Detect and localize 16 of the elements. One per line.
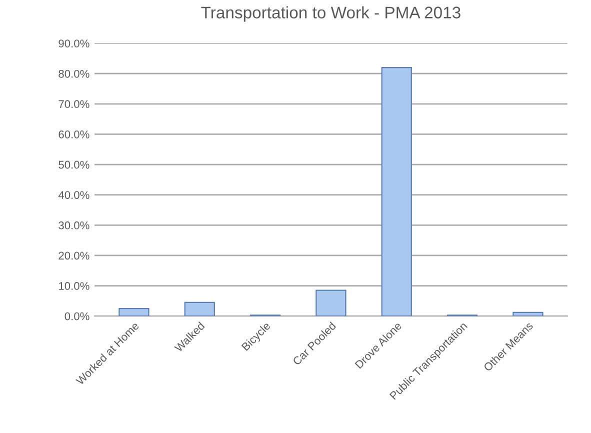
y-tick-label: 80.0%	[58, 70, 90, 78]
bar	[184, 302, 215, 316]
bar	[512, 312, 544, 316]
y-tick-label: 90.0%	[58, 40, 90, 48]
y-tick-label: 70.0%	[58, 100, 90, 108]
y-tick-label: 50.0%	[58, 160, 90, 169]
bar	[316, 290, 346, 316]
y-tick-label: 10.0%	[59, 282, 90, 290]
y-tick-label: 0.0%	[64, 312, 90, 320]
bar	[118, 308, 150, 316]
y-tick-label: 60.0%	[58, 130, 90, 138]
y-tick-label: 40.0%	[58, 191, 90, 199]
bar	[381, 66, 412, 316]
y-tick-label: 30.0%	[58, 221, 90, 230]
y-tick-label: 20.0%	[58, 252, 90, 260]
chart-title: Transportation to Work - PMA 2013	[201, 6, 460, 22]
